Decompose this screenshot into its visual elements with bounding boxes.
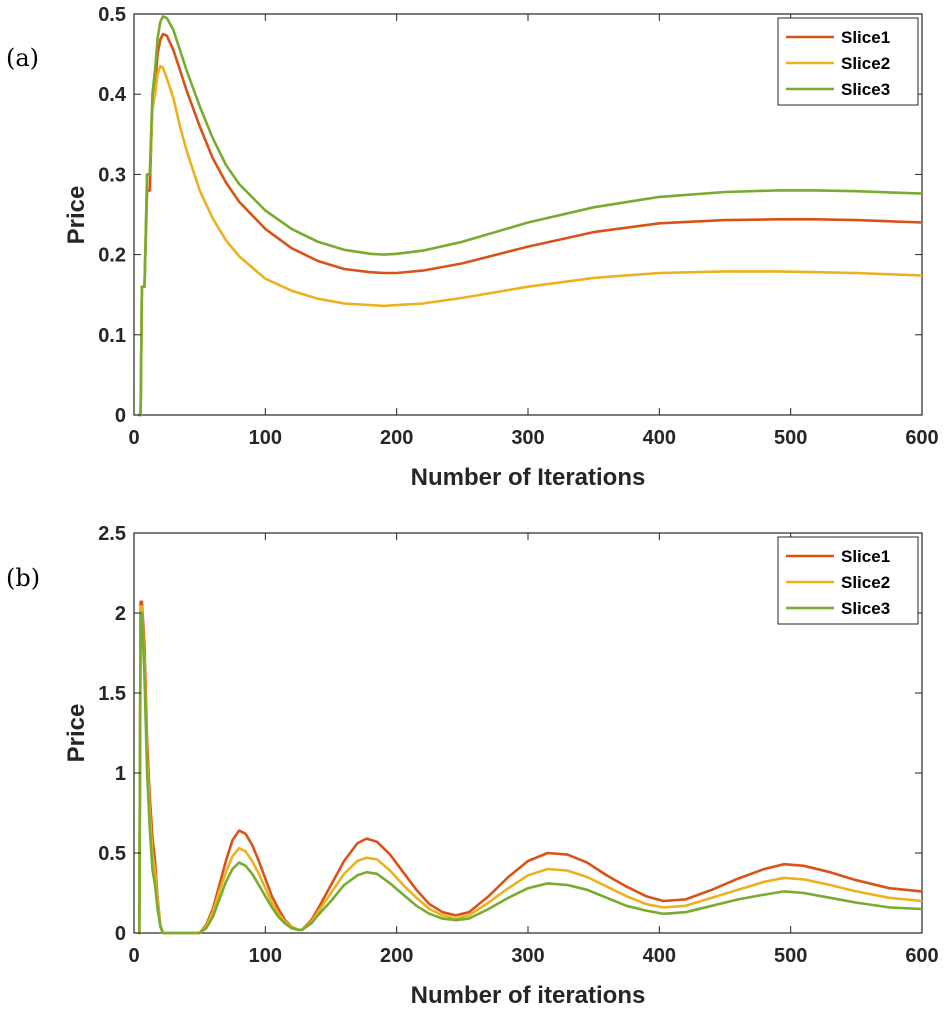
x-tick-label: 0 <box>128 427 139 449</box>
x-tick-label: 200 <box>380 945 413 967</box>
x-tick-label: 500 <box>774 945 807 967</box>
legend-label-slice2: Slice2 <box>841 573 890 592</box>
legend-label-slice1: Slice1 <box>841 547 890 566</box>
ticks-a: 0 100 200 300 400 500 600 0 0.1 0.2 0.3 0.4 0.5 <box>98 4 939 449</box>
y-tick-label: 1.5 <box>98 683 126 705</box>
y-tick-label: 0.5 <box>98 843 126 865</box>
panel-b: (b) 0 100 200 300 400 500 600 0 0.5 1 1.5 2 2.5 Numb… <box>6 523 939 1009</box>
x-tick-label: 500 <box>774 427 807 449</box>
series-lines-a <box>137 15 923 417</box>
x-tick-label: 100 <box>249 945 282 967</box>
legend-a: Slice1 Slice2 Slice3 <box>777 17 919 106</box>
legend-box-a <box>777 17 919 106</box>
legend-label-slice3: Slice3 <box>841 80 890 99</box>
y-tick-label: 2.5 <box>98 523 126 545</box>
x-axis-title-b: Number of iterations <box>411 982 646 1009</box>
panel-label-a: (a) <box>6 44 39 72</box>
series-lines-b <box>137 600 923 935</box>
x-tick-label: 300 <box>511 427 544 449</box>
x-tick-label: 600 <box>905 427 938 449</box>
y-tick-label: 0.3 <box>98 164 126 186</box>
y-tick-label: 0.4 <box>98 84 127 106</box>
y-axis-title-b: Price <box>63 704 90 763</box>
legend-label-slice2: Slice2 <box>841 54 890 73</box>
legend-box-b <box>777 536 919 625</box>
y-axis-title-a: Price <box>63 186 90 245</box>
legend-label-slice1: Slice1 <box>841 28 890 47</box>
x-tick-label: 0 <box>128 945 139 967</box>
x-tick-label: 400 <box>643 427 676 449</box>
y-tick-label: 0 <box>115 405 126 427</box>
x-tick-label: 600 <box>905 945 938 967</box>
ticks-b: 0 100 200 300 400 500 600 0 0.5 1 1.5 2 2.5 <box>98 523 939 967</box>
y-tick-label: 1 <box>115 763 126 785</box>
x-tick-label: 300 <box>511 945 544 967</box>
x-tick-label: 100 <box>249 427 282 449</box>
panel-label-b: (b) <box>6 564 40 592</box>
y-tick-label: 0.5 <box>98 4 126 26</box>
y-tick-label: 0.2 <box>98 245 126 267</box>
y-tick-label: 2 <box>115 603 126 625</box>
series-line-slice3-a <box>137 15 923 417</box>
panel-a: (a) 0 100 200 300 400 500 60000.10.20.30.40.5 … <box>6 4 939 491</box>
series-line-slice3-b <box>137 611 923 935</box>
x-tick-label: 400 <box>643 945 676 967</box>
x-axis-title-a: Number of Iterations <box>411 464 646 491</box>
y-tick-label: 0.1 <box>98 325 126 347</box>
legend-b: Slice1 Slice2 Slice3 <box>777 536 919 625</box>
legend-label-slice3: Slice3 <box>841 599 890 618</box>
y-tick-label: 0 <box>115 923 126 945</box>
x-tick-label: 200 <box>380 427 413 449</box>
